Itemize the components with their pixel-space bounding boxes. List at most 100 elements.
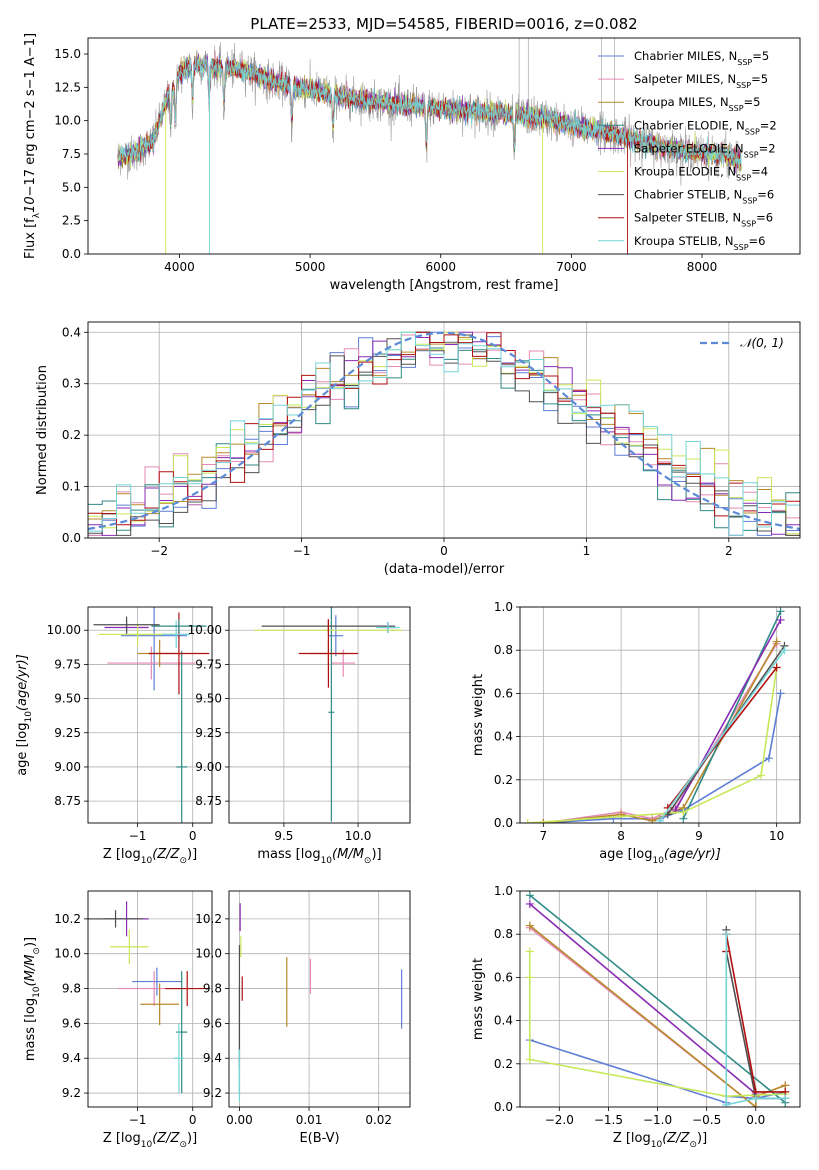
y-axis-label: mass weight — [471, 958, 486, 1040]
y-axis-label-part: 10 — [32, 986, 42, 998]
plus-marker — [751, 1094, 760, 1103]
errorbar-point — [173, 1023, 185, 1094]
panel-mass-vs-EBV: 0.00 0.01 0.02 9.2 9.4 9.6 9.8 10.0 10.2 E(B-V) — [195, 890, 411, 1146]
panel-spectrum: 4000 5000 6000 7000 8000 0.0 2.5 5.0 7.5 10.0 12.5… — [23, 33, 801, 293]
x-tick-label: 0.02 — [365, 1113, 392, 1127]
legend-label-count: =5 — [752, 49, 769, 63]
y-tick-label: 9.00 — [195, 760, 222, 774]
y-tick-label: 9.8 — [62, 982, 81, 996]
y-tick-label: 10.2 — [54, 912, 81, 926]
plus-marker — [539, 819, 548, 823]
y-tick-label: 9.2 — [62, 1086, 81, 1100]
x-tick-label: 10.0 — [345, 829, 372, 843]
x-axis-label: age [log10(age/yr)] — [599, 847, 721, 866]
y-tick-label: 10.0 — [54, 947, 81, 961]
legend-label-count: =2 — [760, 118, 777, 132]
plus-marker — [722, 930, 731, 939]
legend-label-subscript: SSP — [741, 219, 756, 228]
y-tick-label: 0.1 — [62, 480, 81, 494]
legend-label-text: Salpeter STELIB, N — [634, 211, 741, 225]
legend: 𝒩(0, 1) — [700, 336, 784, 350]
x-tick-label: 10 — [769, 829, 784, 843]
y-tick-label: 9.00 — [54, 760, 81, 774]
axes-frame — [87, 37, 801, 255]
legend-label: Salpeter STELIB, NSSP=6 — [634, 211, 773, 229]
y-tick-label: 9.25 — [54, 726, 81, 740]
errorbar-point — [132, 967, 182, 996]
x-tick-label: 7000 — [556, 260, 587, 274]
y-axis-label-part: (age/yr)] — [15, 654, 30, 711]
legend-label: Chabrier ELODIE, NSSP=2 — [634, 118, 777, 136]
y-axis-label-part: age [log — [15, 723, 30, 776]
spectrum-line — [117, 55, 742, 168]
y-axis-label: mass [log10(M/M⊙)] — [23, 937, 42, 1061]
x-tick-label: −0.5 — [692, 1113, 721, 1127]
x-axis-label-part: mass [log — [257, 847, 320, 862]
x-axis-label: (data-model)/error — [384, 562, 505, 577]
x-tick-label: 5000 — [295, 260, 326, 274]
plus-marker — [772, 637, 781, 646]
x-tick-label: 7 — [540, 829, 548, 843]
y-axis-label-part: ⊙ — [32, 947, 42, 955]
legend-label-subscript: SSP — [729, 104, 744, 113]
y-tick-label: 0.2 — [494, 1057, 513, 1071]
x-tick-label: 6000 — [425, 260, 456, 274]
x-axis-label: wavelength [Angstrom, rest frame] — [330, 278, 559, 293]
legend-label-subscript: SSP — [744, 150, 759, 159]
x-tick-label: 8000 — [687, 260, 718, 274]
y-tick-label: 0.8 — [494, 643, 513, 657]
x-tick-label: −1.0 — [643, 1113, 672, 1127]
y-tick-label: 9.25 — [195, 726, 222, 740]
plus-marker — [525, 921, 534, 930]
x-tick-label: 9.5 — [274, 829, 293, 843]
plus-marker — [656, 816, 664, 823]
y-tick-label: 9.50 — [195, 692, 222, 706]
x-axis-label: mass [log10(M/M⊙)] — [257, 847, 381, 866]
plus-marker — [780, 646, 789, 655]
y-tick-label: 10.2 — [195, 912, 222, 926]
errorbar-point — [140, 983, 179, 1026]
x-tick-label: −2 — [150, 544, 168, 558]
legend-label-text: Salpeter MILES, N — [634, 72, 736, 86]
x-axis-label-part: age [log — [599, 847, 652, 862]
x-tick-label: 2 — [725, 544, 733, 558]
plus-marker — [781, 1094, 790, 1103]
y-tick-label: 0.6 — [494, 970, 513, 984]
y-tick-label: 7.5 — [62, 147, 81, 161]
mass-weight-line — [659, 649, 786, 822]
legend-label-count: =6 — [749, 234, 766, 248]
x-axis-label-part: Z [log — [613, 1131, 651, 1146]
axes-frame — [228, 890, 411, 1108]
y-axis-label: Flux [fλ10−17 erg cm−2 s−1 A−1] — [23, 33, 42, 259]
y-tick-label: 2.5 — [62, 214, 81, 228]
errorbar-point — [162, 620, 190, 649]
errorbar-point — [328, 607, 335, 822]
y-axis-label: Normed distribution — [35, 365, 50, 495]
x-axis-label-part: 10 — [652, 856, 664, 866]
legend-label: Kroupa STELIB, NSSP=6 — [634, 234, 765, 252]
x-axis-label: Z [log10(Z/Z⊙)] — [103, 847, 197, 866]
mass-weight-line — [529, 903, 757, 1095]
x-tick-label: 0.00 — [226, 1113, 253, 1127]
legend-label-subscript: SSP — [745, 127, 760, 136]
legend-label-text: Salpeter ELODIE, N — [634, 141, 744, 155]
y-axis-label-part: s — [23, 89, 38, 100]
legend-label-text: Chabrier ELODIE, N — [634, 118, 745, 132]
panel-mass-vs-Z: −1 09.29.49.69.810.010.2Z [log10(Z/Z⊙)]ma… — [23, 890, 213, 1150]
y-axis-label-part: A — [23, 57, 38, 70]
y-tick-label: 10.00 — [47, 623, 81, 637]
x-tick-label: 4000 — [164, 260, 195, 274]
plus-marker — [525, 1055, 534, 1064]
y-axis-label-part: (M/M — [23, 955, 38, 987]
legend-label-count: =5 — [744, 95, 761, 109]
x-axis-label: Z [log10(Z/Z⊙)] — [103, 1131, 197, 1150]
x-axis-label-part: (age/yr)] — [664, 847, 721, 862]
legend-label-count: =6 — [756, 211, 773, 225]
plus-marker — [776, 615, 785, 624]
y-tick-label: 9.50 — [54, 692, 81, 706]
residual-histogram — [88, 331, 800, 526]
x-axis-label-part: (Z/Z — [662, 1131, 690, 1146]
